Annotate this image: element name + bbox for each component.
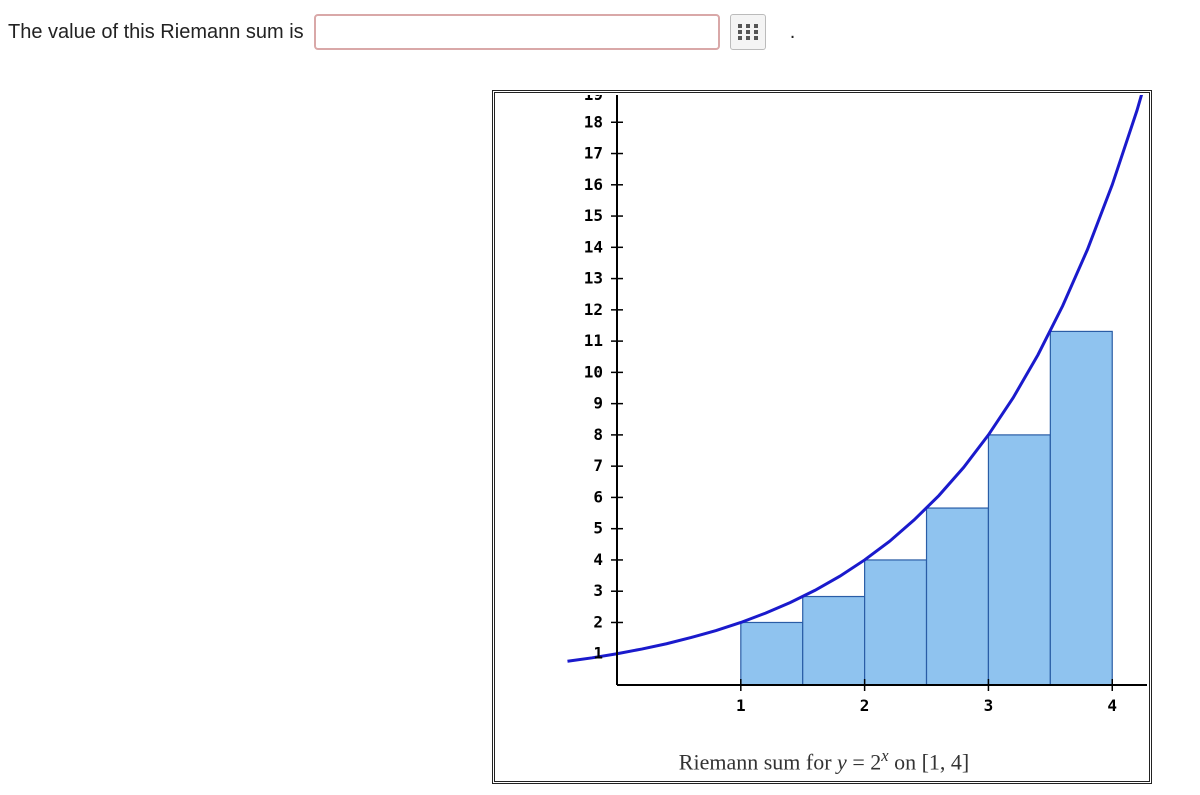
svg-text:4: 4 <box>593 550 603 569</box>
svg-text:12: 12 <box>584 300 603 319</box>
svg-text:2: 2 <box>860 696 870 715</box>
caption-eq: = <box>847 749 870 774</box>
svg-text:6: 6 <box>593 487 603 506</box>
keypad-icon <box>738 24 758 40</box>
svg-text:3: 3 <box>984 696 994 715</box>
caption-exp: x <box>881 746 888 765</box>
chart-frame: 234567891011121314151617181911234 Rieman… <box>492 90 1152 784</box>
svg-text:8: 8 <box>593 425 603 444</box>
riemann-chart: 234567891011121314151617181911234 <box>497 95 1147 735</box>
svg-text:13: 13 <box>584 269 603 288</box>
svg-text:7: 7 <box>593 456 603 475</box>
keypad-button[interactable] <box>730 14 766 50</box>
svg-text:19: 19 <box>584 95 603 104</box>
svg-text:3: 3 <box>593 581 603 600</box>
svg-text:2: 2 <box>593 612 603 631</box>
caption-prefix: Riemann sum for <box>679 749 837 774</box>
caption-interval: [1, 4] <box>922 749 970 774</box>
svg-text:18: 18 <box>584 112 603 131</box>
svg-text:9: 9 <box>593 394 603 413</box>
trailing-period: . <box>776 21 796 44</box>
caption-base: 2 <box>870 749 881 774</box>
svg-text:11: 11 <box>584 331 603 350</box>
prompt-text: The value of this Riemann sum is <box>8 21 304 44</box>
svg-text:5: 5 <box>593 519 603 538</box>
svg-text:17: 17 <box>584 144 603 163</box>
svg-text:1: 1 <box>593 644 603 663</box>
svg-text:14: 14 <box>584 237 603 256</box>
answer-input[interactable] <box>314 14 720 50</box>
caption-on: on <box>889 749 922 774</box>
svg-text:16: 16 <box>584 175 603 194</box>
caption-y: y <box>837 749 847 774</box>
svg-text:15: 15 <box>584 206 603 225</box>
svg-text:1: 1 <box>736 696 746 715</box>
svg-text:4: 4 <box>1107 696 1117 715</box>
chart-caption: Riemann sum for y = 2x on [1, 4] <box>497 746 1151 775</box>
svg-text:10: 10 <box>584 362 603 381</box>
question-row: The value of this Riemann sum is . <box>8 14 795 50</box>
